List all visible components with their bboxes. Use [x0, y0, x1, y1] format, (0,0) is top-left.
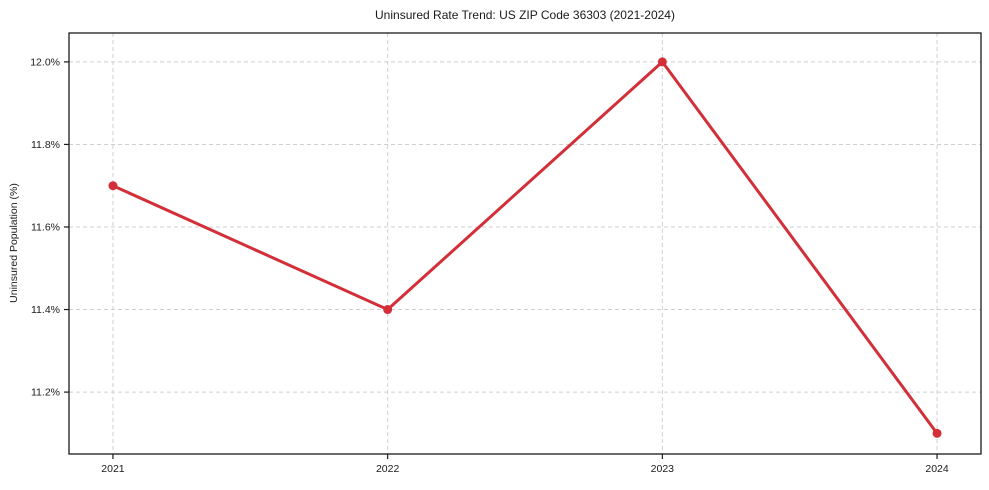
x-tick-label: 2023	[651, 463, 675, 475]
y-axis-title: Uninsured Population (%)	[8, 183, 20, 303]
y-tick-label: 11.6%	[31, 221, 60, 233]
x-tick-label: 2024	[925, 463, 949, 475]
trend-line	[111, 60, 939, 435]
chart-title: Uninsured Rate Trend: US ZIP Code 36303 …	[375, 8, 675, 22]
x-tick-label: 2021	[101, 463, 125, 475]
y-tick-label: 12.0%	[30, 56, 60, 68]
data-point	[932, 428, 942, 438]
plot-border	[68, 32, 982, 455]
y-tick-label: 11.8%	[31, 139, 60, 151]
data-point	[383, 305, 393, 315]
data-point	[108, 181, 118, 191]
data-point	[657, 57, 667, 67]
y-tick-label: 11.2%	[31, 386, 60, 398]
y-tick-label: 11.4%	[31, 304, 60, 316]
x-tick-label: 2022	[376, 463, 400, 475]
